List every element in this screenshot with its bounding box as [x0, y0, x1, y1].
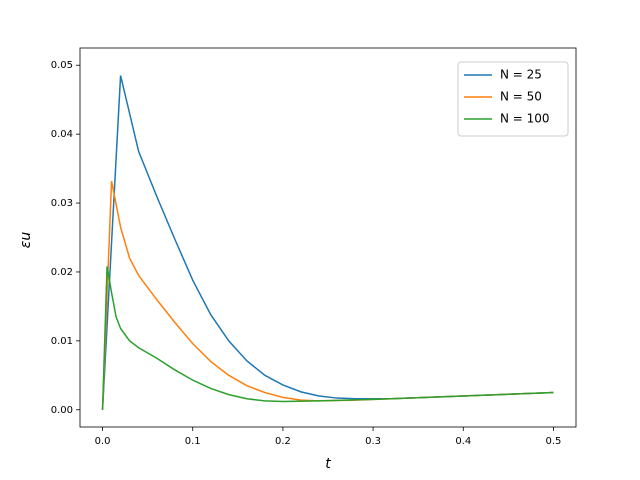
- x-tick-label: 0.2: [275, 436, 291, 447]
- legend-label: N = 50: [500, 90, 542, 104]
- legend-box: [457, 61, 569, 137]
- y-tick-label: 0.01: [51, 336, 73, 347]
- legend-label: N = 25: [500, 68, 542, 82]
- x-tick-label: 0.1: [185, 436, 201, 447]
- x-tick-label: 0.3: [365, 436, 381, 447]
- legend-label: N = 100: [500, 112, 550, 126]
- y-tick-label: 0.05: [51, 60, 73, 71]
- y-tick-label: 0.04: [51, 129, 73, 140]
- x-axis-label: t: [325, 456, 331, 472]
- y-tick-label: 0.02: [51, 267, 73, 278]
- x-tick-label: 0.5: [546, 436, 562, 447]
- y-tick-label: 0.03: [51, 198, 73, 209]
- series-line: [101, 266, 554, 410]
- x-tick-label: 0.4: [455, 436, 471, 447]
- series-line: [101, 180, 554, 410]
- x-tick-label: 0.0: [95, 436, 111, 447]
- y-axis-label: εu: [18, 232, 34, 249]
- y-tick-label: 0.00: [51, 405, 73, 416]
- plot-frame: [79, 47, 577, 428]
